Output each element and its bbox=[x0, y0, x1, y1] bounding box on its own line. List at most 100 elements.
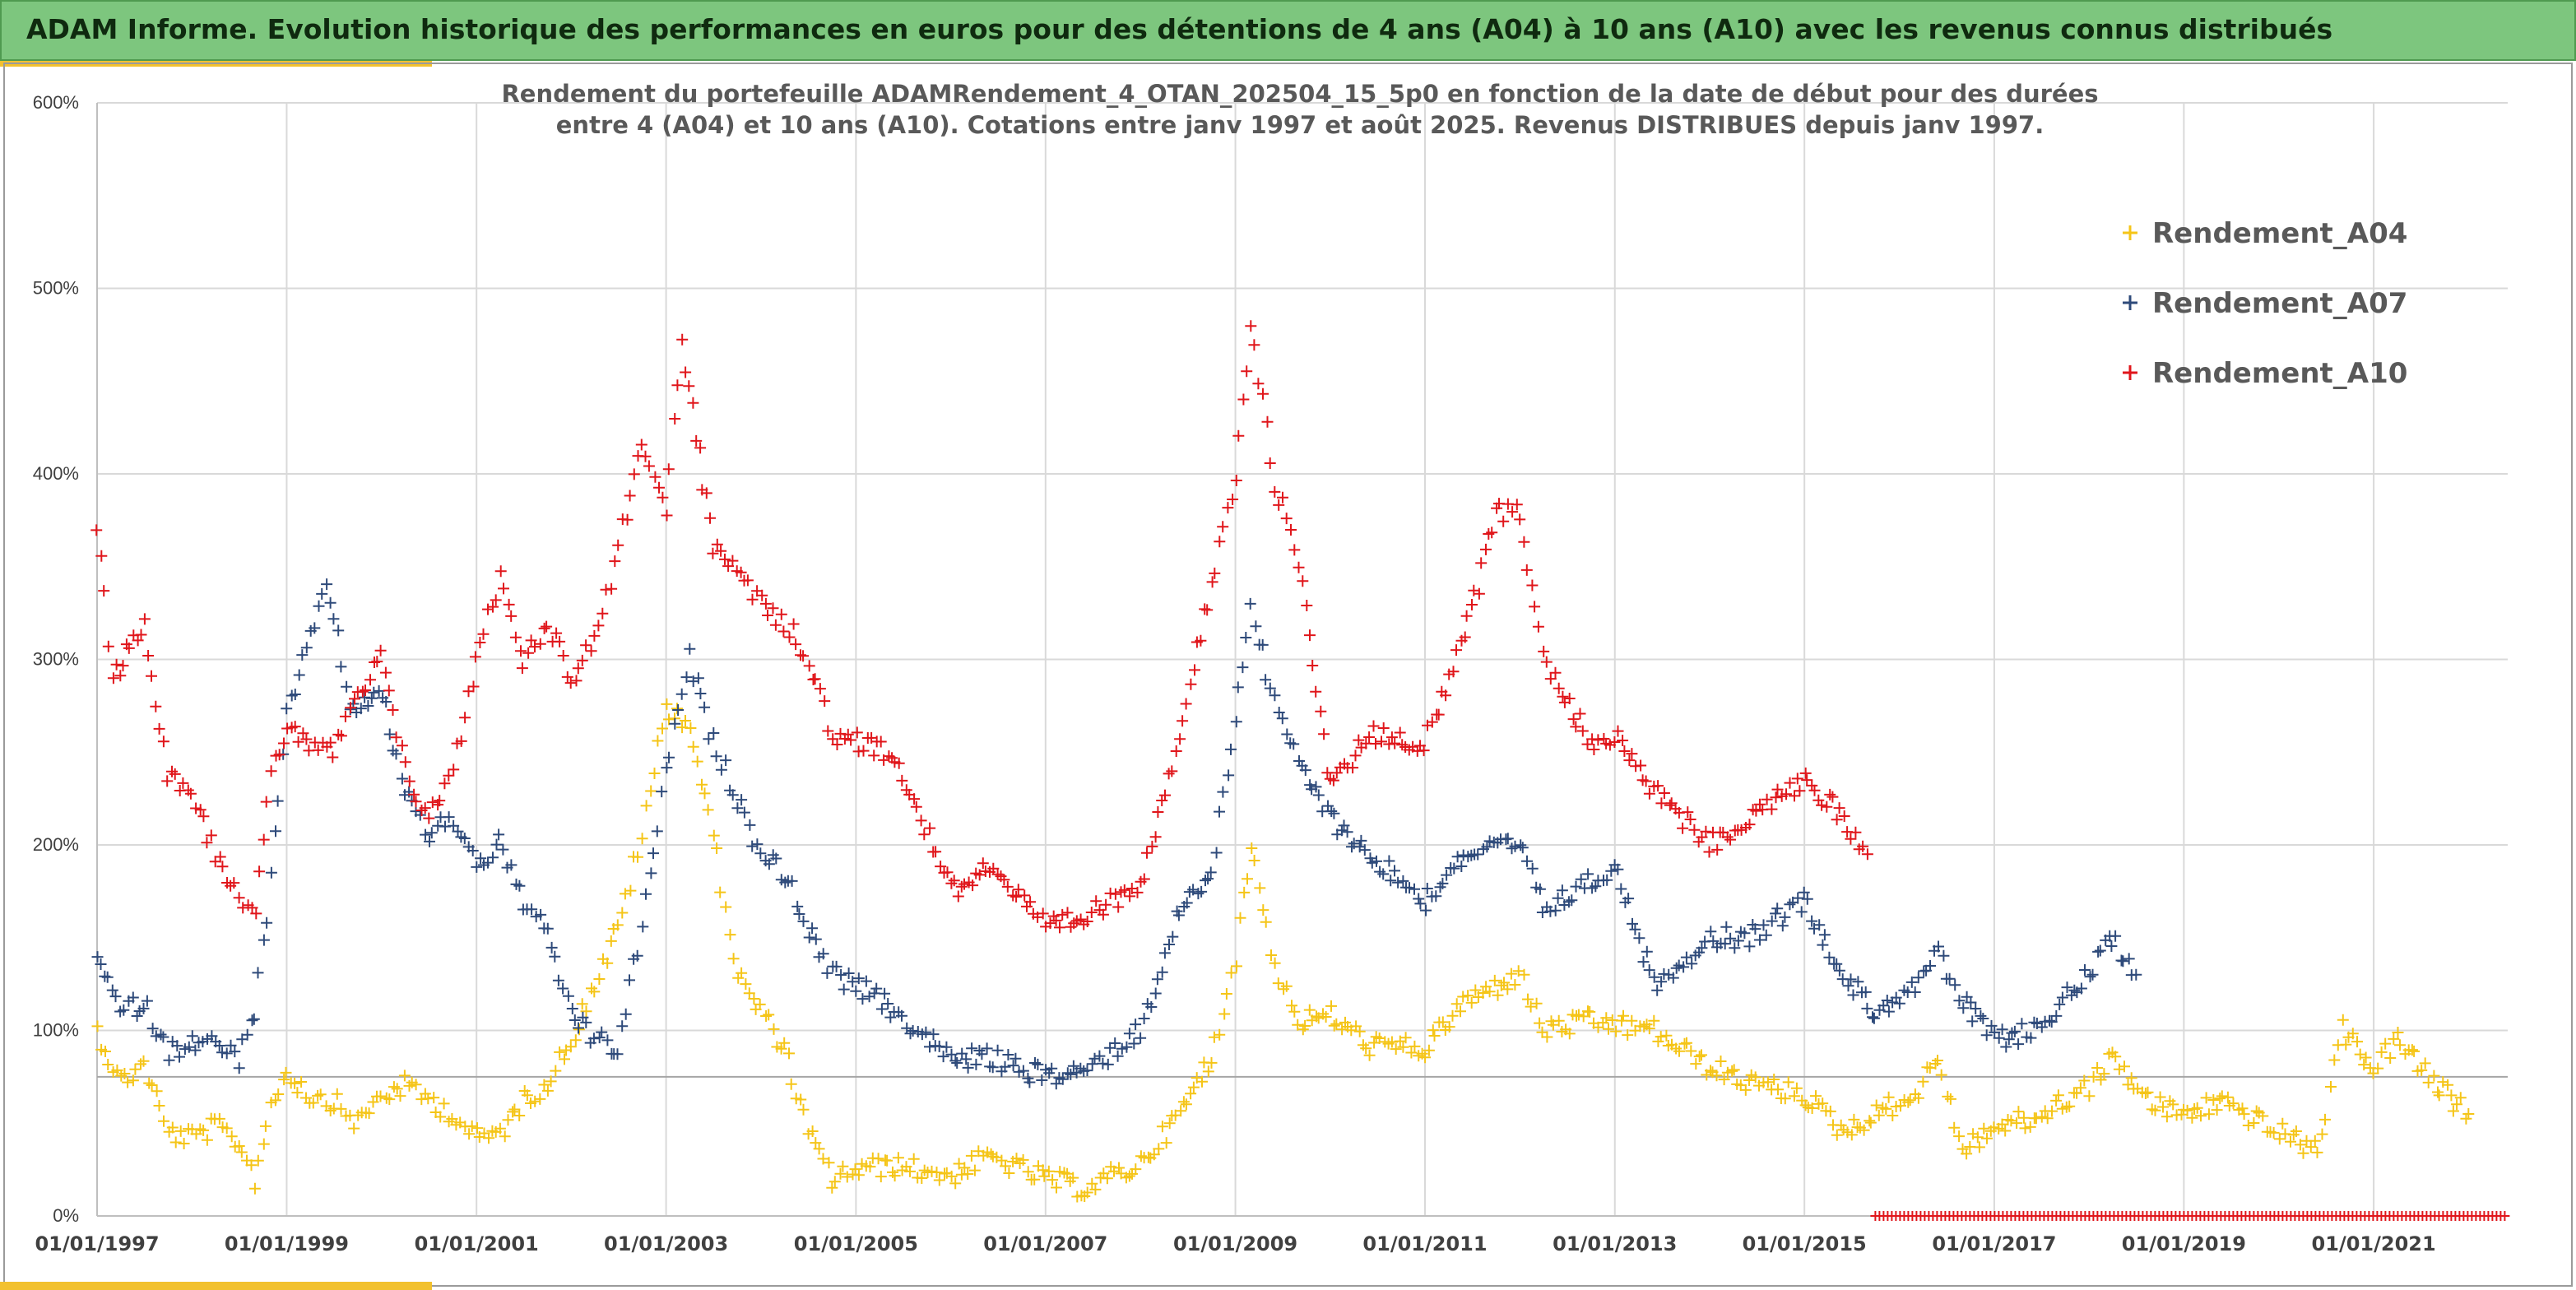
data-marker bbox=[2079, 964, 2091, 976]
data-marker bbox=[114, 670, 127, 682]
data-marker bbox=[842, 968, 855, 979]
data-marker bbox=[1823, 951, 1836, 963]
data-marker bbox=[783, 631, 796, 643]
legend: Rendement_A04 Rendement_A07 Rendement_A10 bbox=[2123, 217, 2407, 390]
data-marker bbox=[783, 1047, 795, 1060]
data-marker bbox=[1651, 984, 1664, 996]
data-marker bbox=[696, 778, 708, 791]
data-marker bbox=[1483, 528, 1495, 540]
data-marker bbox=[1446, 1009, 1459, 1022]
data-marker bbox=[455, 735, 467, 747]
data-marker bbox=[2050, 1009, 2063, 1022]
data-marker bbox=[1833, 802, 1845, 814]
data-marker bbox=[605, 935, 617, 947]
page-title: ADAM Informe. Evolution historique des p… bbox=[26, 13, 2333, 45]
data-marker bbox=[1590, 880, 1602, 893]
data-marker bbox=[1409, 883, 1420, 895]
data-marker bbox=[609, 555, 621, 568]
data-marker bbox=[791, 900, 804, 912]
data-marker bbox=[647, 847, 659, 860]
data-marker bbox=[425, 827, 438, 839]
data-marker bbox=[2017, 1111, 2030, 1124]
data-marker bbox=[900, 784, 912, 796]
data-marker bbox=[1131, 886, 1144, 898]
data-marker bbox=[1234, 912, 1246, 924]
data-marker bbox=[289, 689, 301, 700]
data-marker bbox=[1260, 674, 1272, 686]
data-marker bbox=[896, 1009, 907, 1022]
data-marker bbox=[1473, 587, 1485, 600]
data-marker bbox=[1799, 1099, 1812, 1111]
data-marker bbox=[803, 931, 815, 944]
data-marker bbox=[720, 901, 732, 913]
data-marker bbox=[466, 845, 479, 856]
data-marker bbox=[1097, 1057, 1109, 1070]
data-marker bbox=[135, 629, 147, 641]
data-marker bbox=[426, 796, 439, 809]
data-marker bbox=[497, 843, 509, 856]
data-marker bbox=[1174, 733, 1186, 745]
data-marker bbox=[797, 1103, 810, 1116]
data-marker bbox=[1028, 1173, 1041, 1186]
data-marker bbox=[1652, 780, 1664, 792]
data-marker bbox=[1784, 898, 1796, 911]
data-marker bbox=[999, 1060, 1011, 1073]
data-marker bbox=[1845, 833, 1857, 845]
header-banner: ADAM Informe. Evolution historique des p… bbox=[0, 0, 2576, 61]
data-marker bbox=[1019, 889, 1031, 902]
data-marker bbox=[924, 822, 936, 834]
data-marker bbox=[1217, 786, 1229, 798]
data-marker bbox=[1047, 1174, 1059, 1186]
data-marker bbox=[1360, 737, 1372, 749]
data-marker bbox=[819, 695, 831, 708]
data-marker bbox=[763, 1009, 775, 1021]
data-marker bbox=[803, 660, 815, 672]
data-marker bbox=[1151, 973, 1163, 986]
data-marker bbox=[1799, 767, 1812, 779]
data-marker bbox=[545, 941, 558, 954]
data-marker bbox=[1754, 798, 1766, 810]
data-marker bbox=[628, 468, 640, 480]
data-marker bbox=[1414, 898, 1427, 910]
data-marker bbox=[360, 684, 371, 696]
data-marker bbox=[1310, 685, 1322, 698]
data-marker bbox=[1242, 873, 1253, 885]
data-marker bbox=[746, 840, 759, 852]
data-marker bbox=[639, 450, 652, 462]
data-marker bbox=[648, 768, 661, 779]
data-marker bbox=[289, 721, 301, 733]
data-marker bbox=[1138, 873, 1150, 885]
data-marker bbox=[91, 1020, 104, 1032]
data-marker bbox=[1389, 737, 1401, 749]
data-marker bbox=[2285, 1135, 2296, 1148]
data-marker bbox=[694, 688, 707, 699]
data-marker bbox=[573, 1022, 584, 1034]
data-marker bbox=[373, 684, 385, 697]
data-marker bbox=[1017, 1153, 1029, 1166]
data-marker bbox=[1158, 947, 1171, 959]
data-marker bbox=[2346, 1028, 2359, 1040]
data-marker bbox=[2084, 971, 2096, 983]
data-marker bbox=[1680, 951, 1692, 963]
data-marker bbox=[1363, 731, 1376, 743]
data-marker bbox=[1353, 734, 1365, 746]
data-marker bbox=[1172, 909, 1185, 921]
data-marker bbox=[651, 825, 663, 838]
data-marker bbox=[1288, 738, 1300, 750]
data-marker bbox=[624, 974, 635, 986]
data-marker bbox=[205, 829, 217, 842]
data-marker bbox=[751, 838, 764, 851]
data-marker bbox=[809, 673, 821, 685]
data-marker bbox=[1584, 1005, 1596, 1018]
data-marker bbox=[1377, 868, 1390, 880]
data-marker bbox=[2257, 1110, 2269, 1122]
data-marker bbox=[314, 1088, 327, 1101]
data-marker bbox=[1509, 979, 1521, 991]
data-marker bbox=[1495, 979, 1507, 991]
data-marker bbox=[1118, 884, 1130, 896]
data-marker bbox=[1086, 1058, 1098, 1070]
data-marker bbox=[852, 1169, 865, 1181]
data-marker bbox=[1770, 907, 1782, 920]
data-marker bbox=[908, 793, 921, 805]
data-marker bbox=[1567, 713, 1580, 726]
